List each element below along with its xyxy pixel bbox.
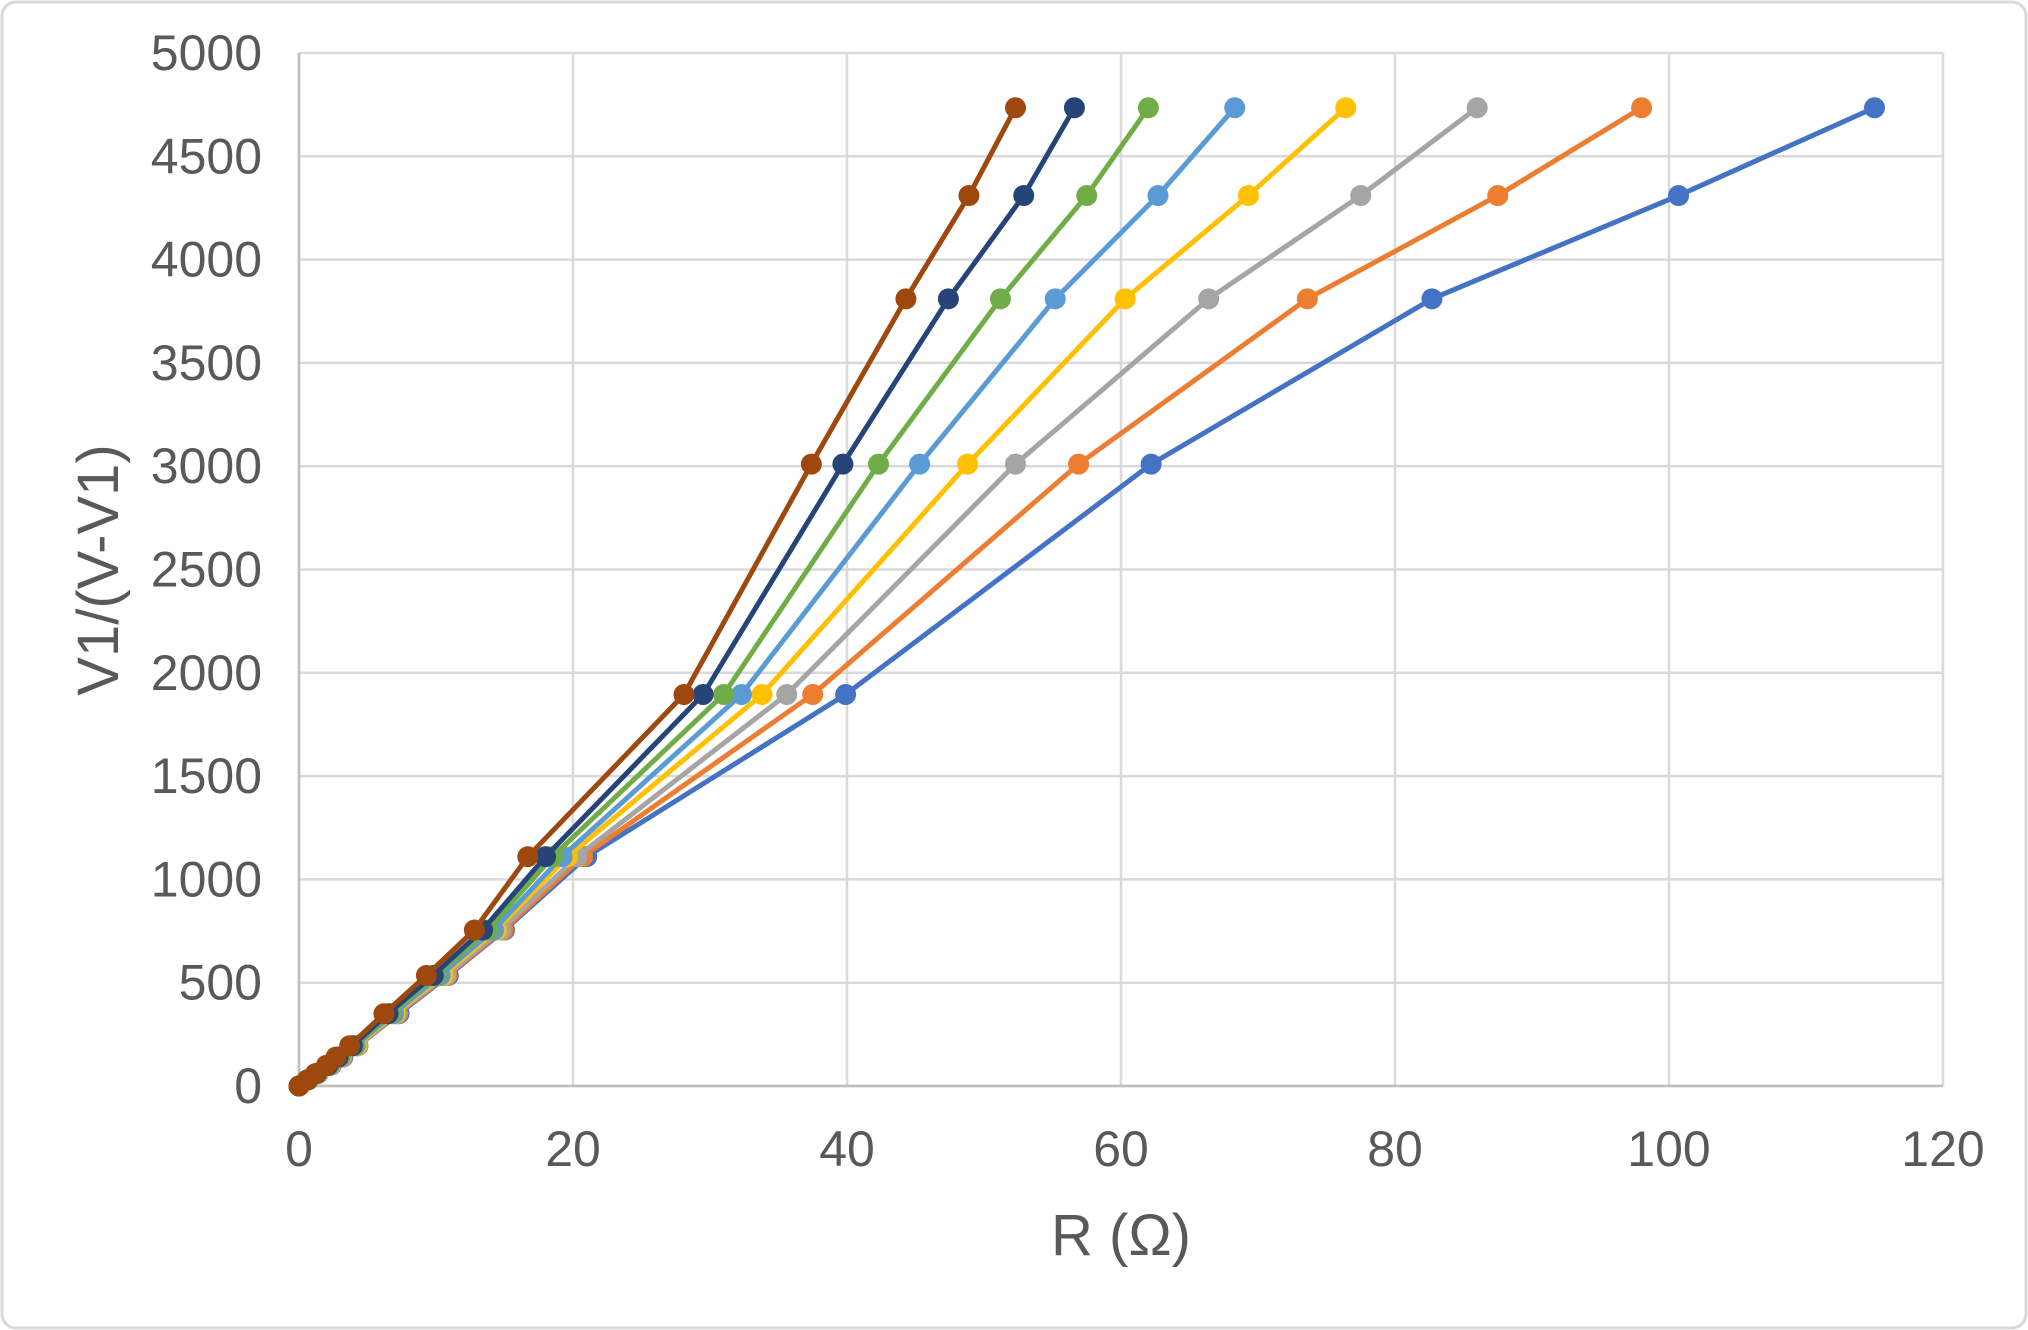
x-tick-label-80: 80 [1367, 1121, 1423, 1177]
series-orange-marker [1631, 97, 1653, 119]
series-green-marker [989, 288, 1011, 310]
series-gold-marker [1237, 185, 1259, 207]
y-tick-label-1000: 1000 [151, 851, 262, 907]
series-navy-marker [832, 453, 854, 475]
series-gray-marker [1350, 185, 1372, 207]
y-tick-label-1500: 1500 [151, 748, 262, 804]
y-tick-label-0: 0 [234, 1058, 262, 1114]
series-blue-marker [1140, 453, 1162, 475]
series-blue-marker [1864, 97, 1885, 119]
series-brown-marker [673, 683, 695, 705]
y-tick-label-3000: 3000 [151, 438, 262, 494]
series-gray-marker [1005, 453, 1027, 475]
x-tick-label-120: 120 [1901, 1121, 1984, 1177]
series-blue-marker [1668, 185, 1690, 207]
series-gold-marker [751, 683, 773, 705]
series-light-blue-marker [909, 453, 931, 475]
series-brown-marker [463, 919, 485, 941]
series-brown-marker [1005, 97, 1027, 119]
y-axis-tick-labels: 0 500 1000 1500 2000 2500 3000 3500 4000 4500 5000 [151, 25, 262, 1114]
y-tick-label-3500: 3500 [151, 335, 262, 391]
x-tick-label-60: 60 [1093, 1121, 1149, 1177]
series-navy-marker [1063, 97, 1085, 119]
series-light-blue-marker [1044, 288, 1066, 310]
series-orange-marker [1487, 185, 1509, 207]
series-light-blue-marker [1147, 185, 1169, 207]
y-axis-title: V1/(V-V1) [66, 444, 131, 695]
series-brown-marker [895, 288, 917, 310]
series-orange-marker [1296, 288, 1318, 310]
series-light-blue-marker [731, 683, 753, 705]
series-brown [288, 97, 1027, 1097]
series-green-marker [1137, 97, 1159, 119]
series-brown-marker [958, 185, 980, 207]
series-gray-marker [1466, 97, 1488, 119]
series-navy-marker [1013, 185, 1035, 207]
series-gold-marker [1114, 288, 1136, 310]
series-blue-marker [1421, 288, 1443, 310]
x-tick-label-20: 20 [545, 1121, 601, 1177]
series-green-marker [868, 453, 890, 475]
series-brown-marker [415, 964, 437, 986]
y-tick-label-2500: 2500 [151, 542, 262, 598]
series-light-blue-marker [1224, 97, 1246, 119]
gridlines [297, 51, 1945, 1088]
series-orange-marker [802, 683, 824, 705]
series-gray-marker [776, 683, 798, 705]
x-tick-label-0: 0 [285, 1121, 313, 1177]
series-orange-marker [1068, 453, 1090, 475]
series-group [288, 97, 1885, 1097]
series-green-marker [1076, 185, 1098, 207]
series-navy-marker [692, 683, 714, 705]
series-navy-marker [535, 846, 557, 868]
series-green-marker [713, 683, 735, 705]
y-tick-label-500: 500 [179, 955, 262, 1011]
axis-lines [297, 53, 1943, 1088]
y-tick-label-2000: 2000 [151, 645, 262, 701]
series-navy-marker [937, 288, 959, 310]
series-gold-marker [1335, 97, 1357, 119]
series-brown-marker [517, 846, 539, 868]
y-tick-label-4500: 4500 [151, 128, 262, 184]
series-gold-marker [957, 453, 979, 475]
x-axis-tick-labels: 0 20 40 60 80 100 120 [285, 1121, 1985, 1177]
series-brown-marker [339, 1035, 361, 1057]
x-tick-label-100: 100 [1627, 1121, 1710, 1177]
series-brown-marker [800, 453, 822, 475]
series-brown-marker [373, 1003, 395, 1025]
x-tick-label-40: 40 [819, 1121, 875, 1177]
y-tick-label-4000: 4000 [151, 232, 262, 288]
y-tick-label-5000: 5000 [151, 25, 262, 81]
x-axis-title: R (Ω) [1051, 1203, 1191, 1268]
series-gray-marker [1198, 288, 1220, 310]
series-blue-marker [835, 683, 857, 705]
